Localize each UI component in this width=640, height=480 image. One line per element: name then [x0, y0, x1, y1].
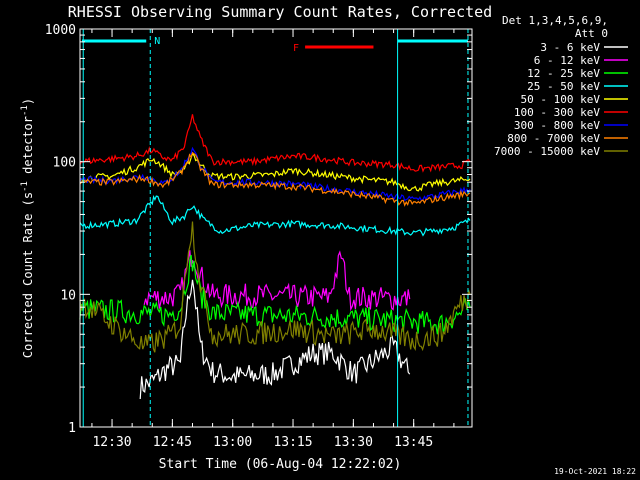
- footer-date: 19-Oct-2021 18:22: [554, 467, 636, 476]
- series-line-50-100-kev: [79, 152, 471, 192]
- legend-label-12-25-kev: 12 - 25 keV: [527, 67, 600, 80]
- observing-markers: NF: [82, 29, 469, 427]
- legend-label-6-12-kev: 6 - 12 keV: [534, 54, 601, 67]
- series-line-800-7000-kev: [79, 151, 471, 207]
- x-tick-label: 12:30: [92, 435, 131, 450]
- plot-lines: [79, 114, 471, 400]
- series-line-100-300-kev: [79, 114, 471, 173]
- legend-label-50-100-kev: 50 - 100 keV: [521, 93, 601, 106]
- chart-title: RHESSI Observing Summary Count Rates, Co…: [68, 3, 492, 21]
- series-line-3-6-kev: [139, 279, 411, 400]
- series-line-6-12-kev: [143, 250, 411, 312]
- y-tick-label: 1: [68, 421, 76, 436]
- legend-header: Att 0: [575, 27, 608, 40]
- x-axis-label: Start Time (06-Aug-04 12:22:02): [159, 457, 402, 472]
- legend-label-25-50-kev: 25 - 50 keV: [527, 80, 600, 93]
- x-tick-label: 13:45: [394, 435, 433, 450]
- axes: 12:30 12:45 13:00 13:15 13:30 13:45 1 10 100 1000: [45, 23, 472, 450]
- legend-header: Det 1,3,4,5,6,9,: [502, 14, 608, 27]
- y-tick-label: 100: [53, 156, 76, 171]
- series-line-12-25-kev: [79, 254, 471, 335]
- x-tick-label: 13:00: [213, 435, 252, 450]
- x-tick-label: 13:30: [334, 435, 373, 450]
- flare-marker-label: F: [293, 43, 299, 54]
- legend-label-800-7000-kev: 800 - 7000 keV: [507, 132, 600, 145]
- y-tick-label: 10: [60, 288, 76, 303]
- series-line-25-50-kev: [79, 194, 471, 237]
- legend-label-3-6-kev: 3 - 6 keV: [540, 41, 600, 54]
- x-tick-label: 12:45: [153, 435, 192, 450]
- series-line-7000-15000-kev: [79, 221, 471, 353]
- x-tick-label: 13:15: [273, 435, 312, 450]
- y-axis-label: Corrected Count Rate (s-1 detector-1): [20, 98, 35, 358]
- night-marker-label: N: [154, 36, 160, 47]
- plot-frame: [79, 28, 473, 428]
- y-tick-label: 1000: [45, 23, 76, 38]
- legend-label-7000-15000-kev: 7000 - 15000 keV: [494, 145, 600, 158]
- legend-label-100-300-kev: 100 - 300 keV: [514, 106, 600, 119]
- legend-label-300-800-kev: 300 - 800 keV: [514, 119, 600, 132]
